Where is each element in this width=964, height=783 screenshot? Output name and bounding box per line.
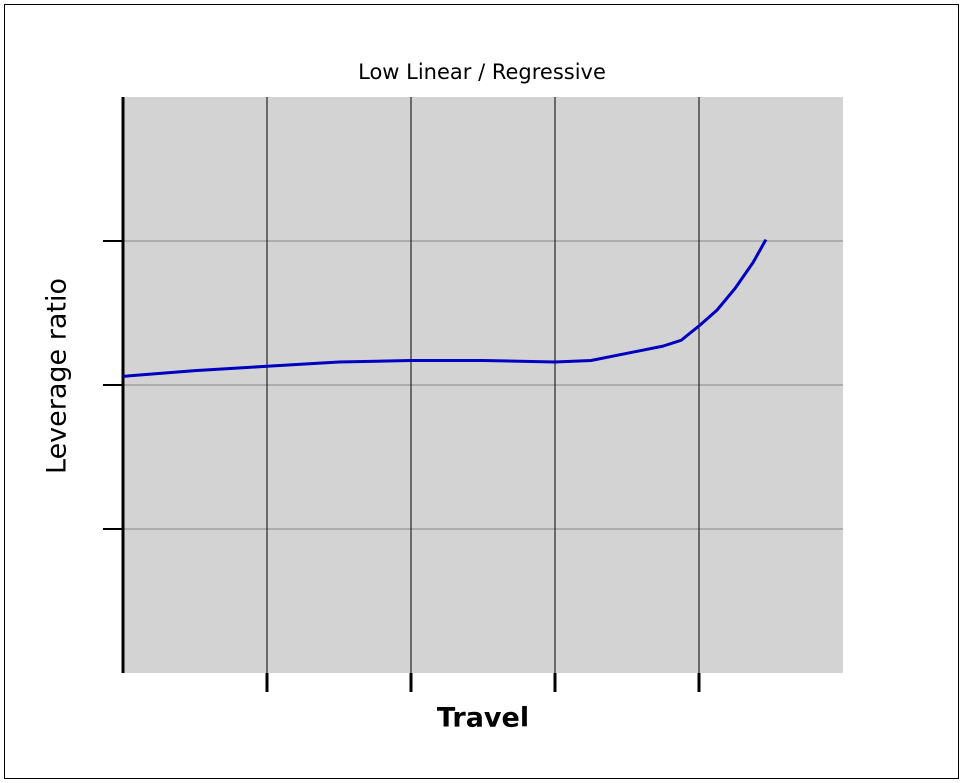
x-axis-label: Travel bbox=[437, 703, 529, 734]
line bbox=[122, 238, 768, 378]
chart-title: Low Linear / Regressive bbox=[358, 60, 606, 84]
y-axis-label: Leverage ratio bbox=[42, 278, 73, 474]
